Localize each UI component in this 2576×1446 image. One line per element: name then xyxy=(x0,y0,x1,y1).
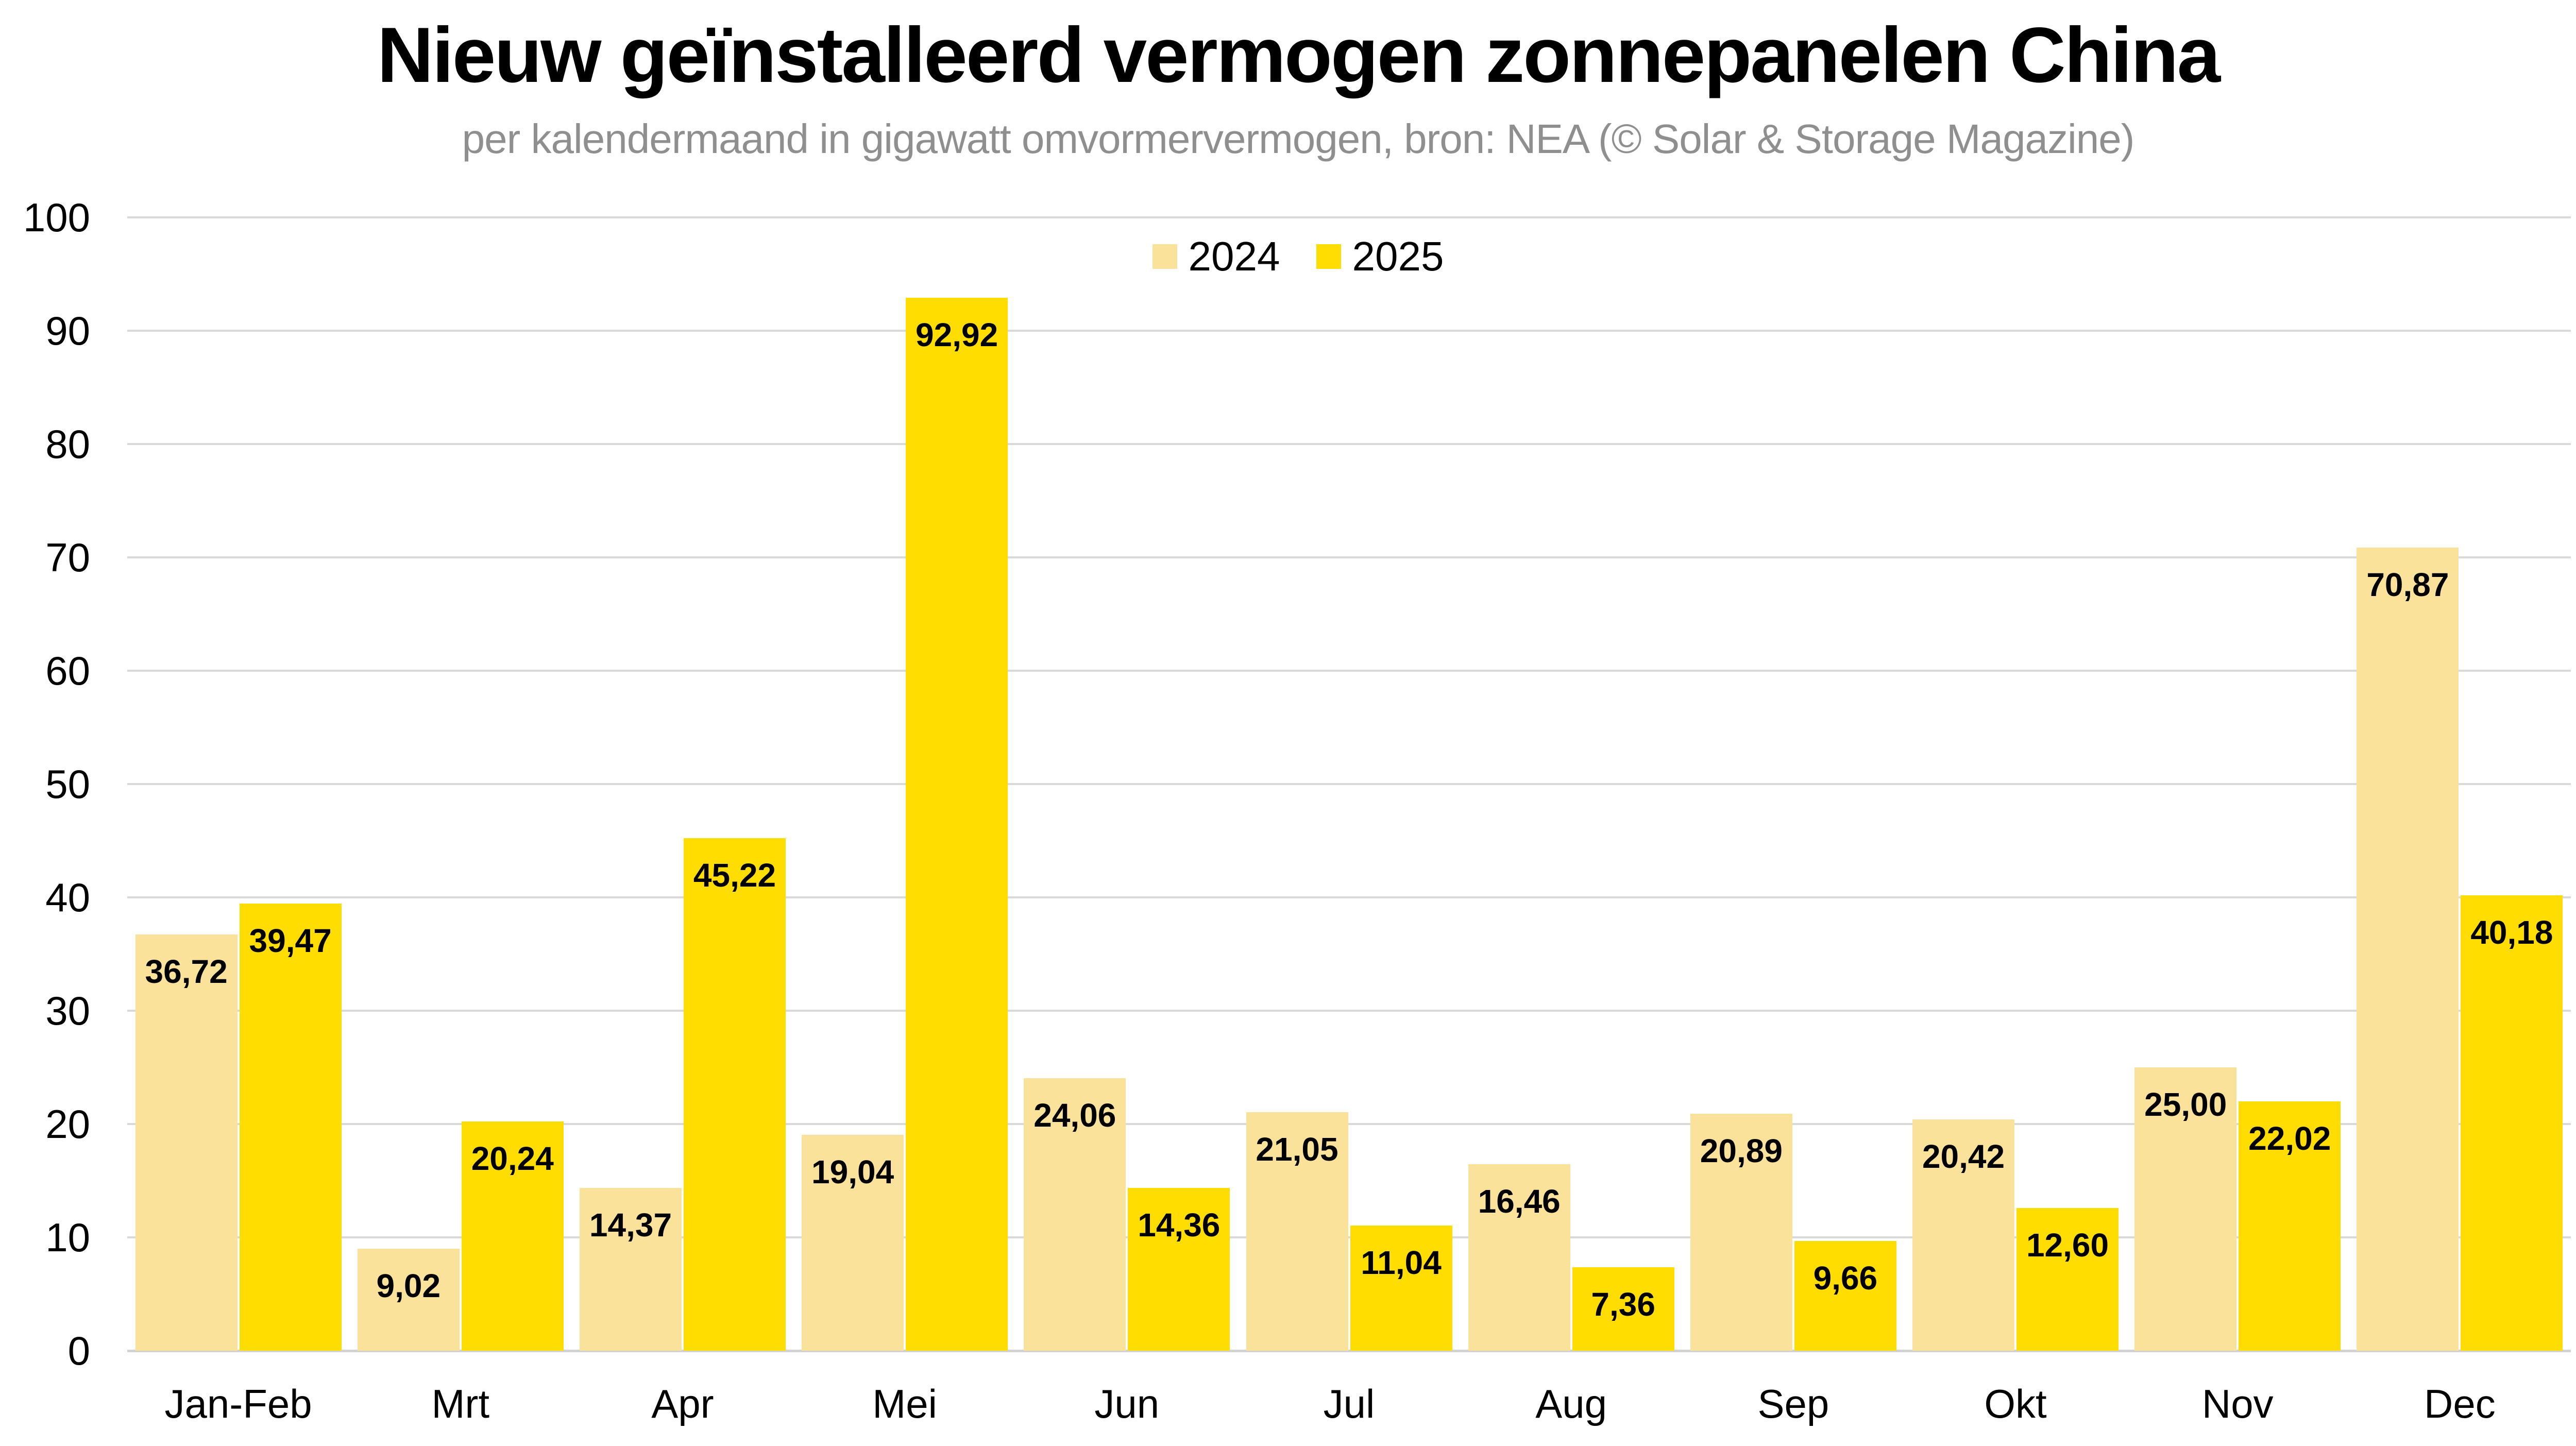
bar-value-2024-sep: 20,89 xyxy=(1700,1132,1783,1170)
bar-value-2024-mei: 19,04 xyxy=(811,1153,894,1191)
gridline-80 xyxy=(127,443,2571,445)
bar-value-2024-jan-feb: 36,72 xyxy=(145,953,228,991)
x-axis-line xyxy=(127,1350,2571,1352)
bar-value-2025-jun: 14,36 xyxy=(1138,1206,1221,1244)
bar-2024-mei xyxy=(802,1135,904,1351)
bar-2024-nov xyxy=(2134,1067,2237,1351)
bar-2024-jun xyxy=(1024,1078,1126,1351)
bar-value-2025-apr: 45,22 xyxy=(693,857,776,894)
bar-2025-dec xyxy=(2461,895,2563,1351)
x-tick-nov: Nov xyxy=(2201,1381,2274,1426)
bar-value-2024-dec: 70,87 xyxy=(2366,566,2449,603)
legend-label-2025: 2025 xyxy=(1352,233,1444,279)
y-tick-80: 80 xyxy=(45,421,90,467)
bar-2025-sep xyxy=(1794,1241,1896,1351)
y-tick-70: 70 xyxy=(45,535,90,580)
bar-value-2025-sep: 9,66 xyxy=(1813,1260,1878,1297)
x-tick-jul: Jul xyxy=(1323,1381,1375,1426)
gridline-60 xyxy=(127,670,2571,672)
x-tick-jun: Jun xyxy=(1094,1381,1160,1426)
legend-label-2024: 2024 xyxy=(1188,233,1280,279)
bar-2025-mei xyxy=(906,297,1008,1351)
bar-value-2025-mrt: 20,24 xyxy=(471,1139,554,1177)
bar-2025-jul xyxy=(1350,1226,1452,1351)
gridline-100 xyxy=(127,216,2571,218)
bar-2025-okt xyxy=(2016,1207,2119,1351)
y-tick-100: 100 xyxy=(23,195,90,240)
bar-2025-aug xyxy=(1572,1267,1674,1351)
legend-item-2025: 2025 xyxy=(1316,233,1444,280)
x-tick-mrt: Mrt xyxy=(431,1381,490,1426)
bar-value-2024-apr: 14,37 xyxy=(589,1206,672,1244)
x-tick-aug: Aug xyxy=(1535,1381,1607,1426)
gridline-90 xyxy=(127,330,2571,332)
gridline-10 xyxy=(127,1236,2571,1238)
bar-value-2024-okt: 20,42 xyxy=(1922,1137,2005,1175)
bar-2025-jun xyxy=(1128,1188,1230,1351)
y-tick-10: 10 xyxy=(45,1215,90,1260)
bar-value-2025-jan-feb: 39,47 xyxy=(249,922,332,959)
gridline-30 xyxy=(127,1010,2571,1012)
bar-value-2024-jul: 21,05 xyxy=(1256,1130,1338,1168)
gridline-70 xyxy=(127,556,2571,558)
bar-value-2024-aug: 16,46 xyxy=(1478,1182,1561,1220)
bar-value-2025-okt: 12,60 xyxy=(2026,1226,2109,1264)
legend-item-2024: 2024 xyxy=(1152,233,1280,280)
bar-value-2025-jul: 11,04 xyxy=(1361,1244,1442,1282)
y-tick-90: 90 xyxy=(45,308,90,353)
bar-2025-apr xyxy=(683,838,786,1351)
bar-2024-jan-feb xyxy=(135,934,238,1351)
bar-2024-apr xyxy=(579,1187,682,1351)
y-tick-20: 20 xyxy=(45,1101,90,1147)
legend: 2024 2025 xyxy=(0,233,2576,280)
y-tick-30: 30 xyxy=(45,988,90,1033)
chart-title: Nieuw geïnstalleerd vermogen zonnepanele… xyxy=(377,11,2221,99)
x-tick-okt: Okt xyxy=(1984,1381,2047,1426)
bar-2024-dec xyxy=(2357,547,2459,1351)
x-tick-mei: Mei xyxy=(872,1381,937,1426)
legend-swatch-2025 xyxy=(1316,244,1341,269)
bar-value-2025-nov: 22,02 xyxy=(2248,1119,2331,1157)
x-tick-sep: Sep xyxy=(1757,1381,1829,1426)
bar-value-2024-mrt: 9,02 xyxy=(376,1267,441,1304)
y-tick-50: 50 xyxy=(45,761,90,807)
bar-2024-jul xyxy=(1246,1112,1348,1351)
bar-value-2025-dec: 40,18 xyxy=(2470,914,2553,951)
legend-swatch-2024 xyxy=(1152,244,1177,269)
x-tick-jan-feb: Jan-Feb xyxy=(164,1381,312,1426)
bar-2024-sep xyxy=(1690,1114,1792,1351)
bar-2024-okt xyxy=(1912,1119,2015,1351)
bar-2025-mrt xyxy=(461,1121,564,1351)
x-tick-apr: Apr xyxy=(651,1381,714,1426)
x-tick-dec: Dec xyxy=(2424,1381,2496,1426)
bar-2025-nov xyxy=(2239,1101,2341,1351)
bar-value-2025-aug: 7,36 xyxy=(1591,1286,1655,1323)
bar-value-2025-mei: 92,92 xyxy=(916,316,998,353)
chart-subtitle: per kalendermaand in gigawatt omvormerve… xyxy=(462,116,2135,162)
bar-value-2024-jun: 24,06 xyxy=(1033,1096,1116,1134)
y-tick-60: 60 xyxy=(45,648,90,693)
bar-2024-aug xyxy=(1468,1164,1570,1351)
bar-2025-jan-feb xyxy=(239,903,342,1351)
gridline-50 xyxy=(127,783,2571,785)
bar-value-2024-nov: 25,00 xyxy=(2144,1086,2227,1123)
y-tick-40: 40 xyxy=(45,875,90,920)
bar-2024-mrt xyxy=(357,1248,460,1351)
gridline-40 xyxy=(127,896,2571,898)
gridline-20 xyxy=(127,1123,2571,1125)
y-tick-0: 0 xyxy=(67,1328,90,1373)
